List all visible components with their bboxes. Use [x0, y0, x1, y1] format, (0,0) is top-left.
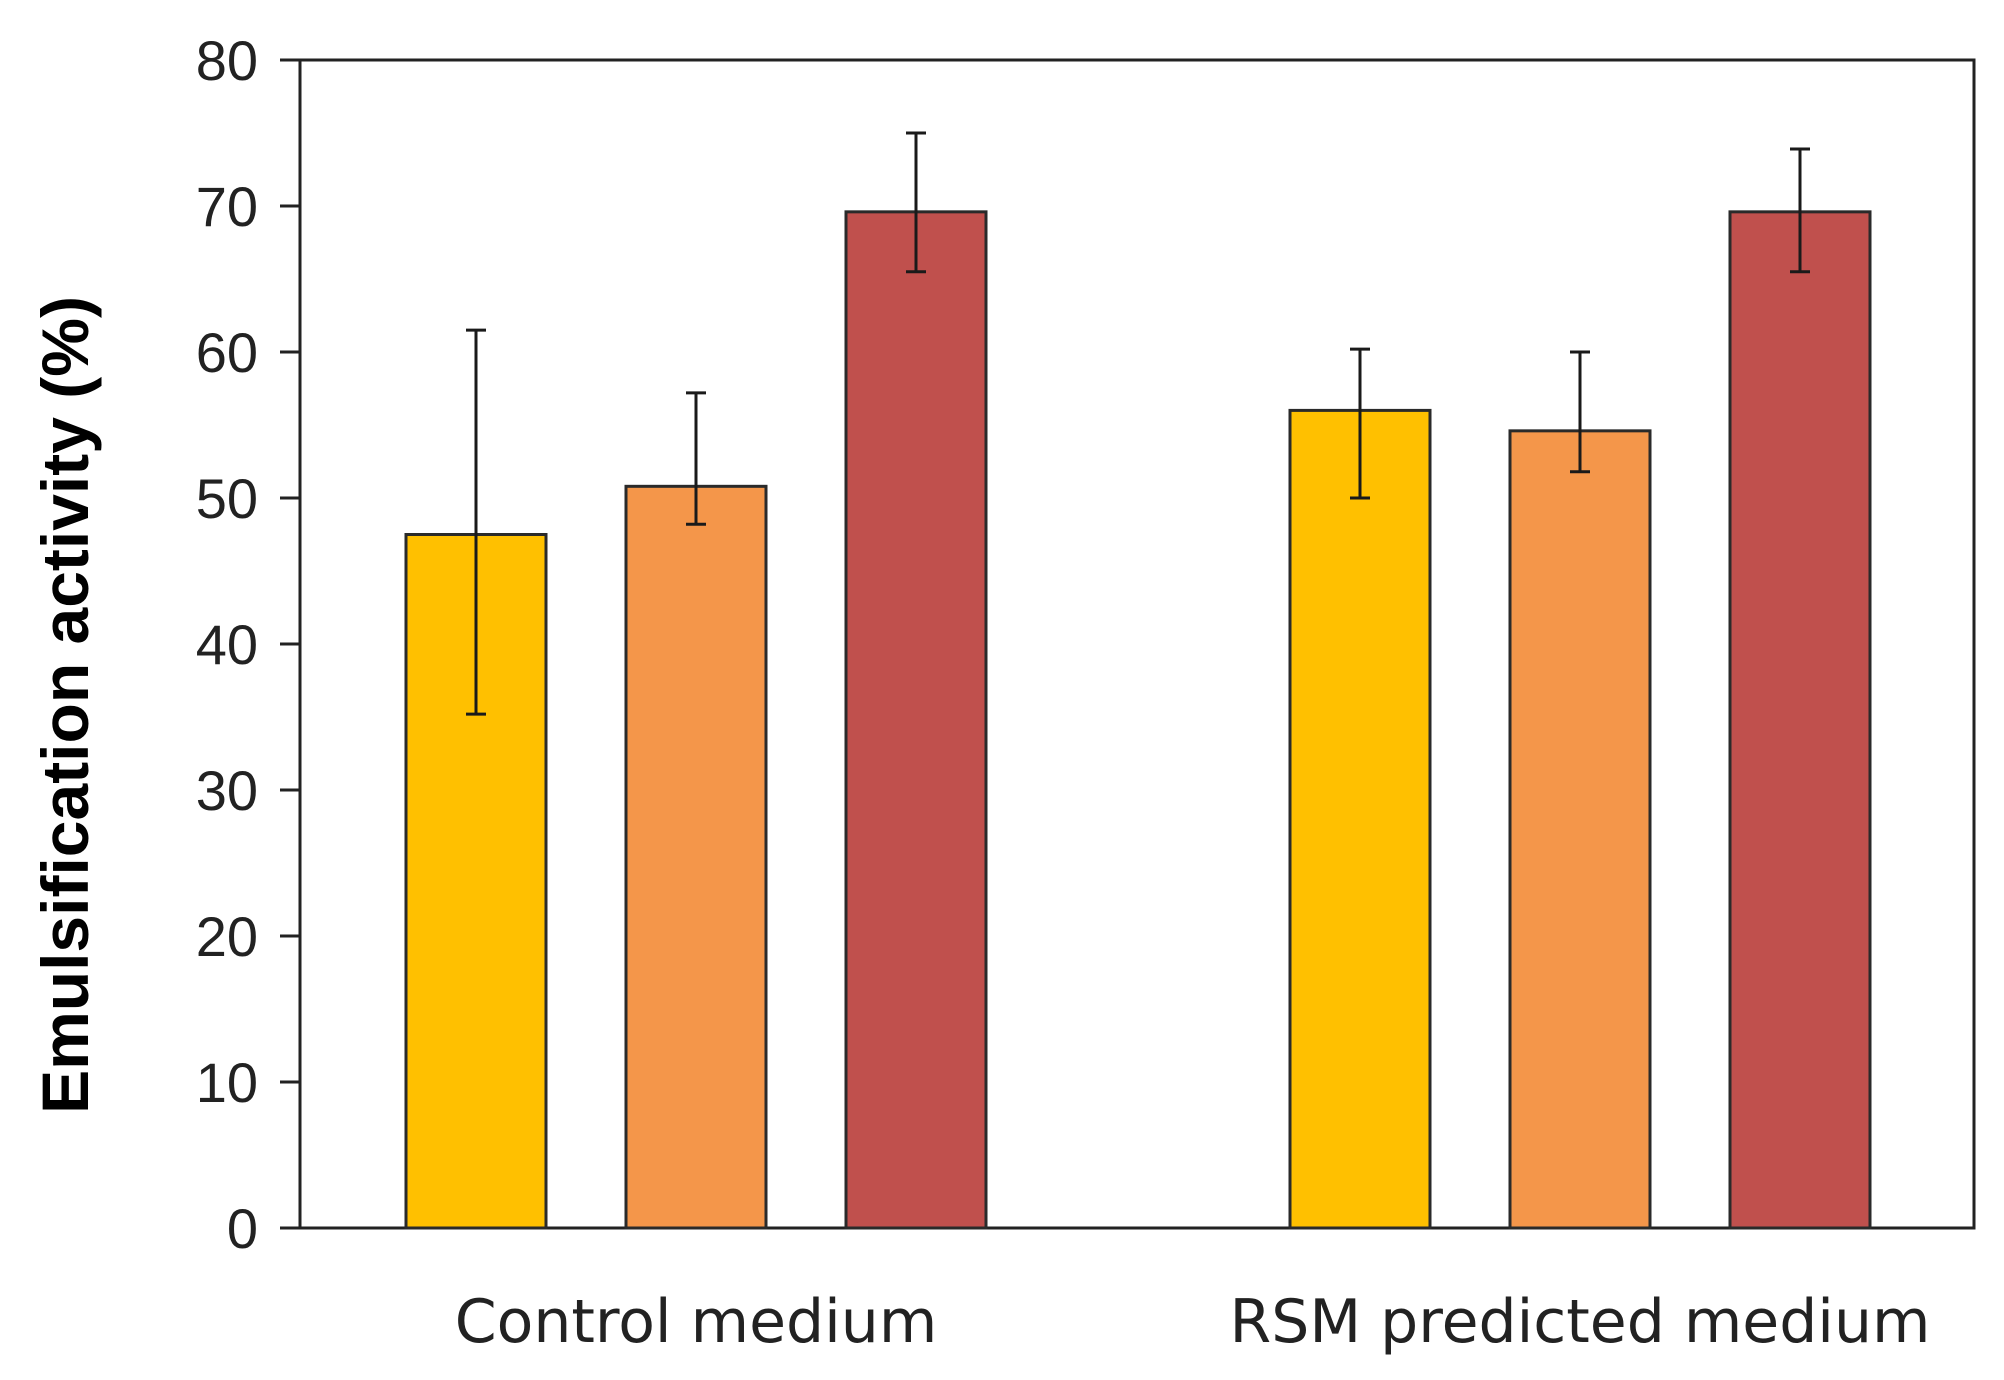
axes [280, 58, 1976, 1230]
y-tick-label: 20 [196, 905, 258, 968]
category-label: RSM predicted medium [1230, 1287, 1931, 1357]
bar-series-3-1 [844, 210, 988, 1230]
y-tick-label: 50 [196, 467, 258, 530]
bar-series-2-1 [624, 484, 768, 1230]
y-tick-label: 40 [196, 613, 258, 676]
axis-labels: 0 10 20 30 40 50 60 70 80 Control medium RSM predi… [196, 29, 1931, 1357]
error-bars [466, 131, 1810, 716]
category-label: Control medium [455, 1287, 938, 1357]
y-tick-label: 60 [196, 321, 258, 384]
bar-series-3-2 [1728, 210, 1872, 1230]
y-tick-label: 80 [196, 29, 258, 92]
bar-series-1-2 [1288, 408, 1432, 1230]
plot-frame [298, 58, 1976, 1230]
y-axis-title: Emulsification activity (%) [28, 296, 102, 1114]
bars [404, 210, 1872, 1230]
y-tick-label: 10 [196, 1051, 258, 1114]
y-tick-label: 30 [196, 759, 258, 822]
bar-series-2-2 [1508, 429, 1652, 1230]
y-tick-label: 0 [227, 1197, 258, 1260]
y-tick-label: 70 [196, 175, 258, 238]
